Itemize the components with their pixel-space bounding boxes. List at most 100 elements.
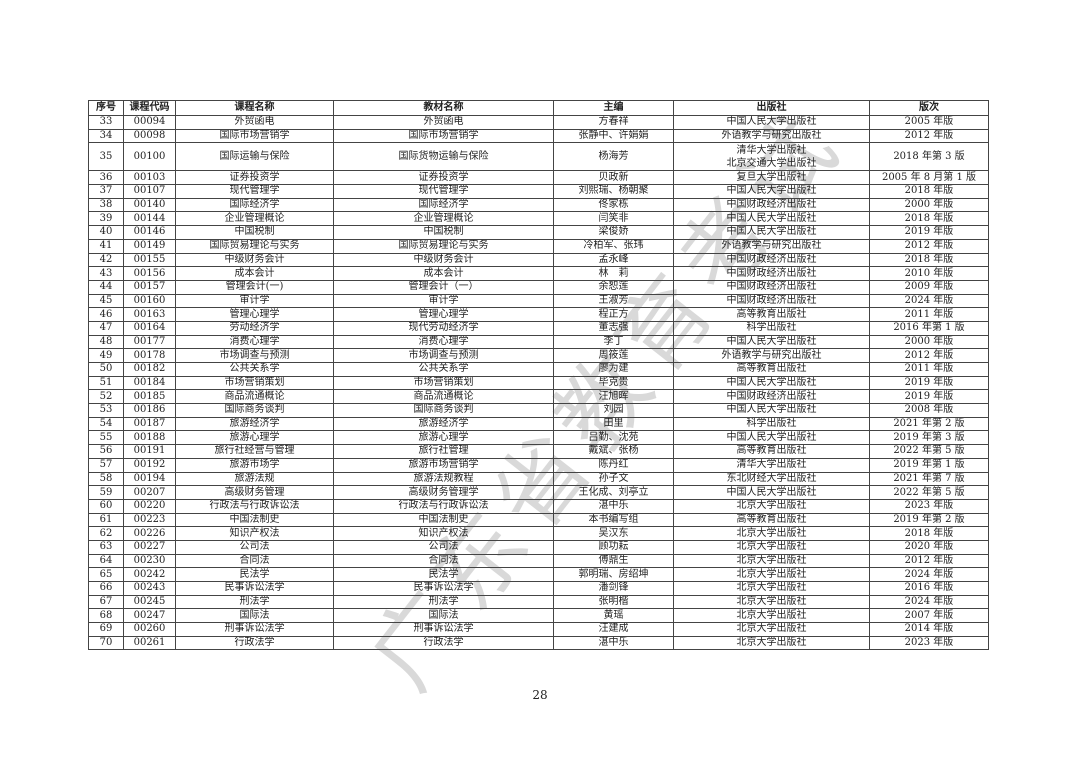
page-number: 28: [532, 688, 548, 702]
cell-publisher: 中国人民大学出版社: [673, 430, 870, 446]
cell-publisher: 复旦大学出版社: [673, 170, 870, 186]
cell-course-code: 00156: [123, 266, 176, 281]
cell-textbook-name: 刑法学: [333, 594, 554, 610]
cell-index: 48: [88, 334, 124, 350]
cell-textbook-name: 中国税制: [333, 225, 554, 240]
cell-publisher: 中国人民大学出版社: [673, 403, 870, 418]
table-row: 44 00157 管理会计(一) 管理会计（一） 余恕莲 中国财政经济出版社 2009 年版: [88, 279, 989, 295]
textbook-table: 序号 课程代码 课程名称 教材名称 主编 出版社 版次 33 00094 外贸函电外…: [88, 100, 989, 651]
cell-editor: 廖为建: [553, 362, 674, 377]
table-row: 33 00094 外贸函电 外贸函电 方春祥 中国人民大学出版社 2005 年版: [88, 115, 989, 130]
cell-edition: 2024 年版: [869, 567, 989, 582]
header-index: 序号: [88, 100, 124, 116]
cell-course-code: 00207: [123, 485, 176, 500]
table-row: 41 00149 国际贸易理论与实务 国际贸易理论与实务 冷柏军、张玮 外语教学与研究出版…: [88, 238, 989, 254]
cell-publisher: 中国财政经济出版社: [673, 252, 870, 268]
cell-publisher: 中国财政经济出版社: [673, 197, 870, 213]
cell-index: 64: [88, 553, 124, 569]
cell-course-code: 00164: [123, 320, 176, 336]
cell-course-name: 刑法学: [175, 594, 334, 610]
table-row: 69 00260 刑事诉讼法学 刑事诉讼法学 汪建成 北京大学出版社 2014 年版: [88, 622, 989, 637]
table-row: 36 00103 证券投资学 证券投资学 贝政新 复旦大学出版社 2005 年 8 月第 1…: [88, 170, 989, 186]
cell-edition: 2011 年版: [869, 362, 989, 377]
cell-publisher: 北京大学出版社: [673, 581, 870, 596]
cell-editor: 郭明瑞、房绍坤: [553, 567, 674, 582]
cell-index: 59: [88, 485, 124, 500]
table-row: 53 00186 国际商务谈判 国际商务谈判 刘园 中国人民大学出版社 2008 年版: [88, 403, 989, 418]
cell-course-code: 00260: [123, 622, 176, 637]
cell-editor: 方春祥: [553, 115, 674, 130]
cell-publisher: 北京大学出版社: [673, 594, 870, 610]
cell-index: 46: [88, 307, 124, 322]
cell-publisher: 中国财政经济出版社: [673, 389, 870, 405]
cell-publisher: 北京大学出版社: [673, 498, 870, 514]
cell-textbook-name: 市场调查与预测: [333, 348, 554, 363]
cell-edition: 2018 年版: [869, 252, 989, 268]
cell-textbook-name: 国际法: [333, 608, 554, 624]
cell-textbook-name: 国际贸易理论与实务: [333, 238, 554, 254]
cell-edition: 2024 年版: [869, 594, 989, 610]
cell-editor: 林 莉: [553, 266, 674, 281]
cell-course-code: 00187: [123, 416, 176, 432]
cell-editor: 吕勤、沈苑: [553, 430, 674, 446]
cell-course-code: 00184: [123, 375, 176, 391]
header-course-name: 课程名称: [175, 100, 334, 116]
cell-textbook-name: 国际市场营销学: [333, 128, 554, 144]
cell-textbook-name: 国际经济学: [333, 197, 554, 213]
table-row: 66 00243 民事诉讼法学 民事诉讼法学 潘剑锋 北京大学出版社 2016 年版: [88, 581, 989, 596]
table-row: 35 00100 国际运输与保险 国际货物运输与保险 杨海芳 清华大学出版社 北京交通大学…: [88, 142, 989, 172]
cell-index: 62: [88, 526, 124, 541]
cell-editor: 汪旭晖: [553, 389, 674, 405]
cell-course-name: 知识产权法: [175, 526, 334, 541]
cell-publisher: 中国财政经济出版社: [673, 266, 870, 281]
cell-editor: 张静中、许娟娟: [553, 128, 674, 144]
cell-textbook-name: 行政法学: [333, 635, 554, 651]
cell-course-name: 行政法与行政诉讼法: [175, 498, 334, 514]
cell-editor: 周筱莲: [553, 348, 674, 363]
cell-course-code: 00160: [123, 293, 176, 309]
cell-editor: 吴汉东: [553, 526, 674, 541]
table-row: 47 00164 劳动经济学 现代劳动经济学 董志强 科学出版社 2016 年第 1 版: [88, 320, 989, 336]
cell-index: 38: [88, 197, 124, 213]
cell-index: 51: [88, 375, 124, 391]
cell-textbook-name: 民事诉讼法学: [333, 581, 554, 596]
cell-course-name: 合同法: [175, 553, 334, 569]
cell-course-name: 外贸函电: [175, 115, 334, 130]
cell-publisher: 外语教学与研究出版社: [673, 348, 870, 363]
cell-index: 37: [88, 184, 124, 199]
cell-edition: 2021 年第 2 版: [869, 416, 989, 432]
cell-index: 70: [88, 635, 124, 651]
cell-textbook-name: 中国法制史: [333, 512, 554, 528]
cell-edition: 2018 年第 3 版: [869, 142, 989, 172]
cell-editor: 董志强: [553, 320, 674, 336]
cell-editor: 梁俊娇: [553, 225, 674, 240]
cell-course-name: 市场营销策划: [175, 375, 334, 391]
table-row: 70 00261 行政法学 行政法学 湛中乐 北京大学出版社 2023 年版: [88, 635, 989, 651]
cell-publisher: 高等教育出版社: [673, 512, 870, 528]
cell-edition: 2016 年版: [869, 581, 989, 596]
cell-course-name: 审计学: [175, 293, 334, 309]
cell-editor: 毕克贵: [553, 375, 674, 391]
cell-textbook-name: 成本会计: [333, 266, 554, 281]
table-row: 46 00163 管理心理学 管理心理学 程正方 高等教育出版社 2011 年版: [88, 307, 989, 322]
cell-course-code: 00149: [123, 238, 176, 254]
cell-edition: 2012 年版: [869, 128, 989, 144]
cell-textbook-name: 旅游市场营销学: [333, 457, 554, 473]
table-row: 67 00245 刑法学 刑法学 张明楷 北京大学出版社 2024 年版: [88, 594, 989, 610]
cell-edition: 2019 年版: [869, 375, 989, 391]
cell-editor: 顾功耘: [553, 539, 674, 555]
cell-index: 53: [88, 403, 124, 418]
cell-index: 52: [88, 389, 124, 405]
cell-course-code: 00144: [123, 211, 176, 227]
table-row: 65 00242 民法学 民法学 郭明瑞、房绍坤 北京大学出版社 2024 年版: [88, 567, 989, 582]
cell-index: 55: [88, 430, 124, 446]
cell-editor: 湛中乐: [553, 635, 674, 651]
cell-index: 42: [88, 252, 124, 268]
cell-publisher: 北京大学出版社: [673, 567, 870, 582]
table-body: 33 00094 外贸函电 外贸函电 方春祥 中国人民大学出版社 2005 年版 34 0009…: [88, 115, 989, 651]
table-row: 58 00194 旅游法规 旅游法规教程 孙子文 东北财经大学出版社 2021 年第 7 版: [88, 471, 989, 487]
cell-course-name: 商品流通概论: [175, 389, 334, 405]
cell-index: 50: [88, 362, 124, 377]
cell-editor: 余恕莲: [553, 279, 674, 295]
cell-index: 58: [88, 471, 124, 487]
